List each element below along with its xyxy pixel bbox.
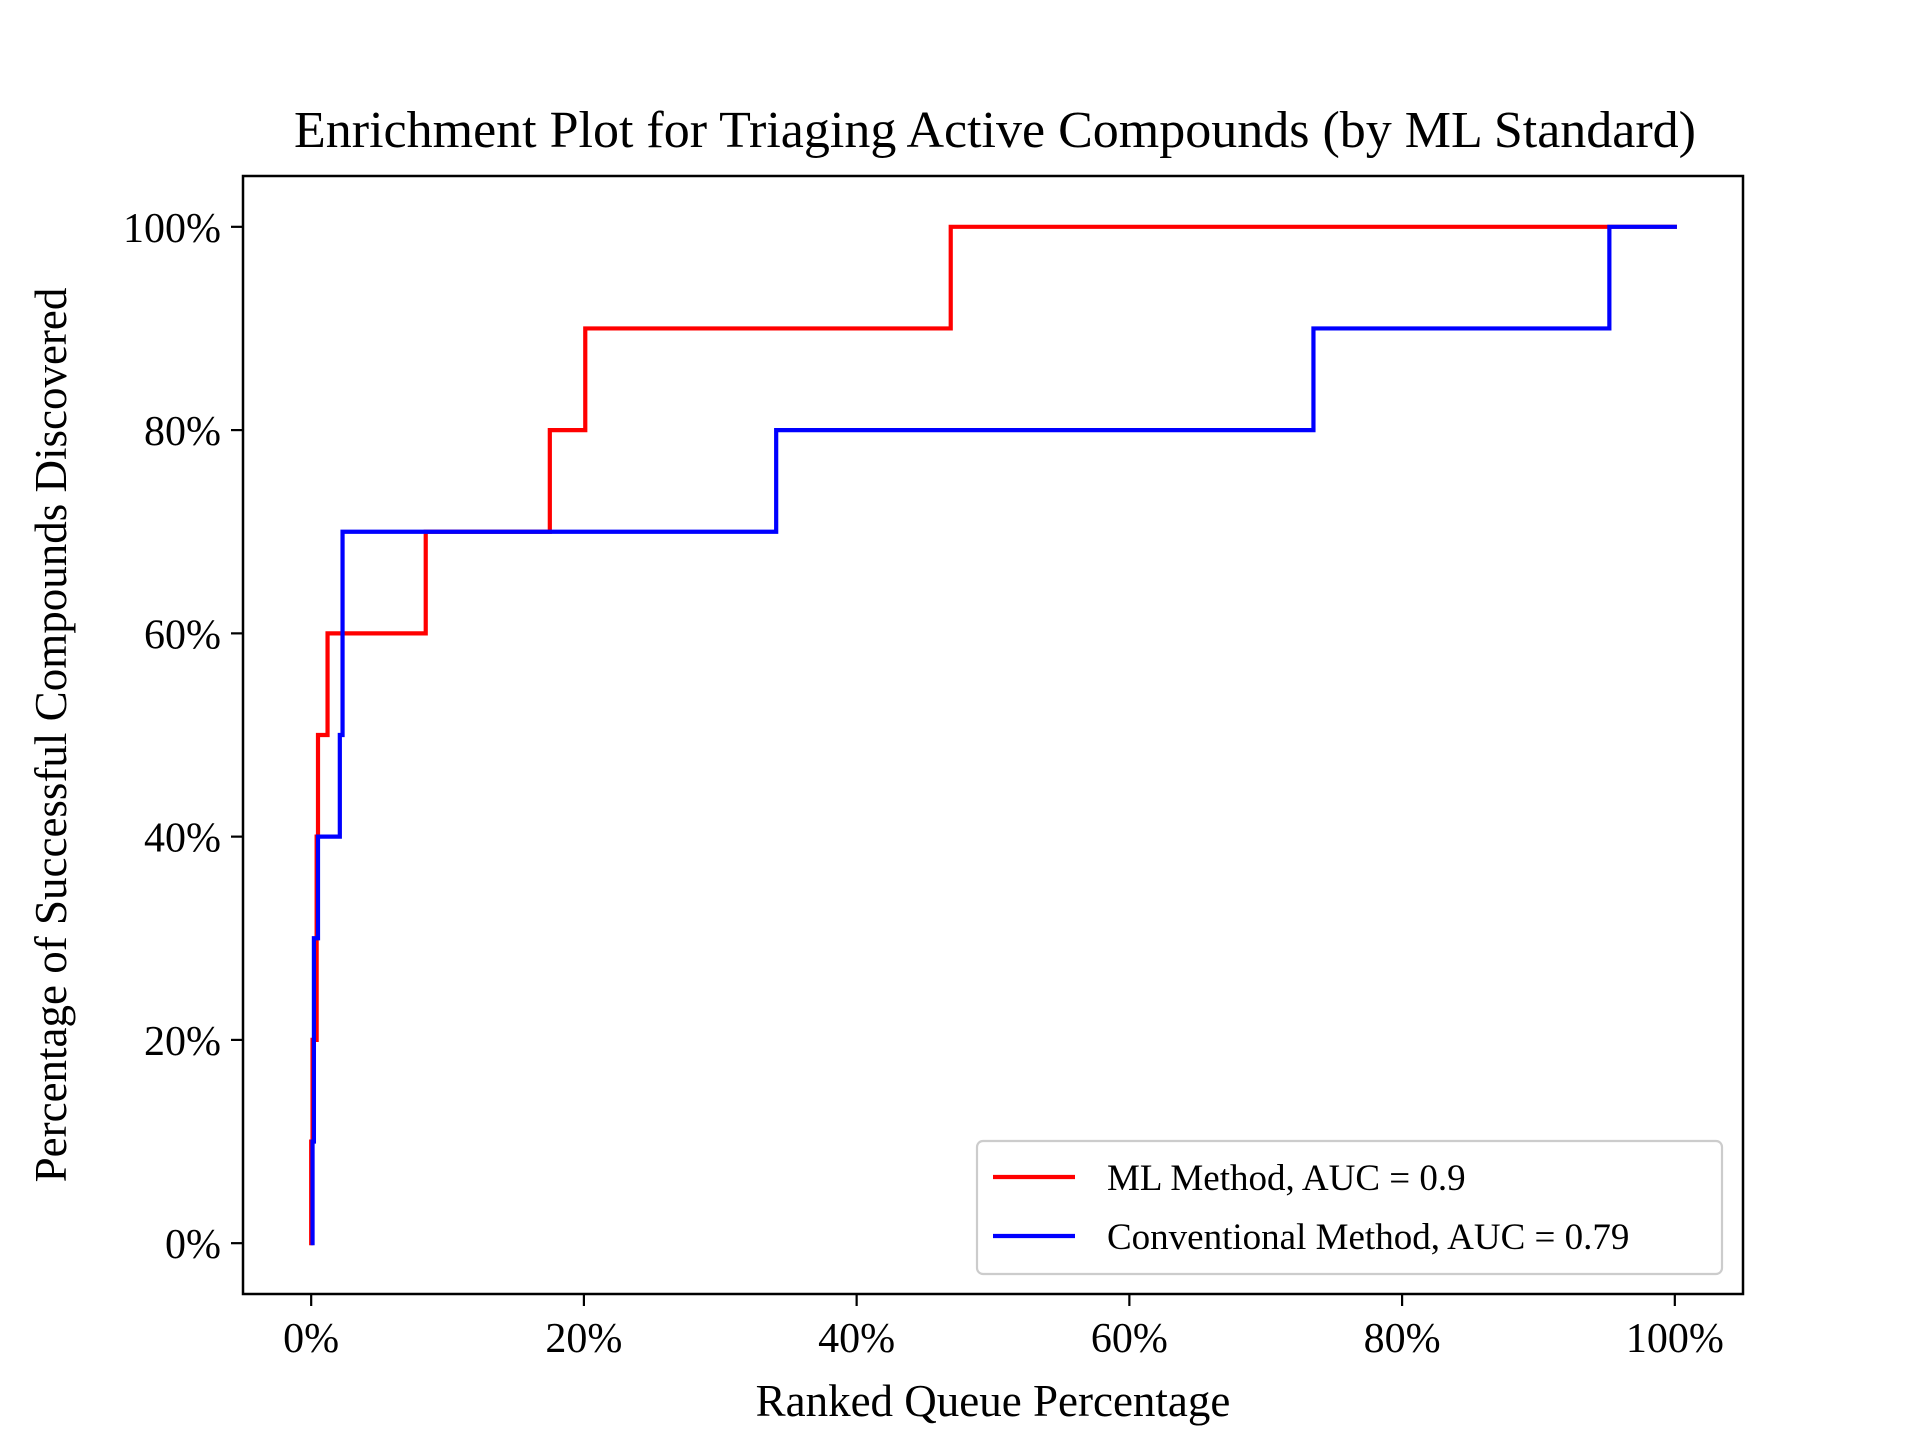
legend: ML Method, AUC = 0.9 Conventional Method,… [975, 1139, 1724, 1276]
x-tick-label: 100% [1626, 1316, 1724, 1362]
x-tick-label: 20% [545, 1316, 622, 1362]
x-tick-label: 0% [283, 1316, 339, 1362]
x-tick-label: 40% [818, 1316, 895, 1362]
plot-frame [241, 174, 1745, 1296]
y-axis-label: Percentage of Successful Compounds Disco… [26, 288, 76, 1183]
axis-ticks: 0% 20% 40% 60% 80% 100% 0% 20% 40% 60% 80% 100% [123, 206, 1724, 1362]
y-tick-label: 0% [165, 1222, 221, 1268]
legend-box [975, 1139, 1724, 1276]
y-tick-label: 60% [144, 612, 221, 658]
legend-label-0: ML Method, AUC = 0.9 [1107, 1158, 1466, 1199]
series-line-0 [309, 224, 1677, 1246]
y-tick-label: 80% [144, 409, 221, 455]
y-tick-label: 40% [144, 816, 221, 862]
y-tick-label: 100% [123, 206, 221, 252]
y-tick-label: 20% [144, 1019, 221, 1065]
series-line-1 [310, 224, 1677, 1246]
x-axis-label: Ranked Queue Percentage [756, 1376, 1231, 1426]
x-tick-label: 80% [1364, 1316, 1441, 1362]
plot-area [309, 224, 1677, 1246]
chart-title: Enrichment Plot for Triaging Active Comp… [294, 102, 1696, 159]
x-tick-label: 60% [1091, 1316, 1168, 1362]
legend-label-1: Conventional Method, AUC = 0.79 [1107, 1217, 1629, 1258]
